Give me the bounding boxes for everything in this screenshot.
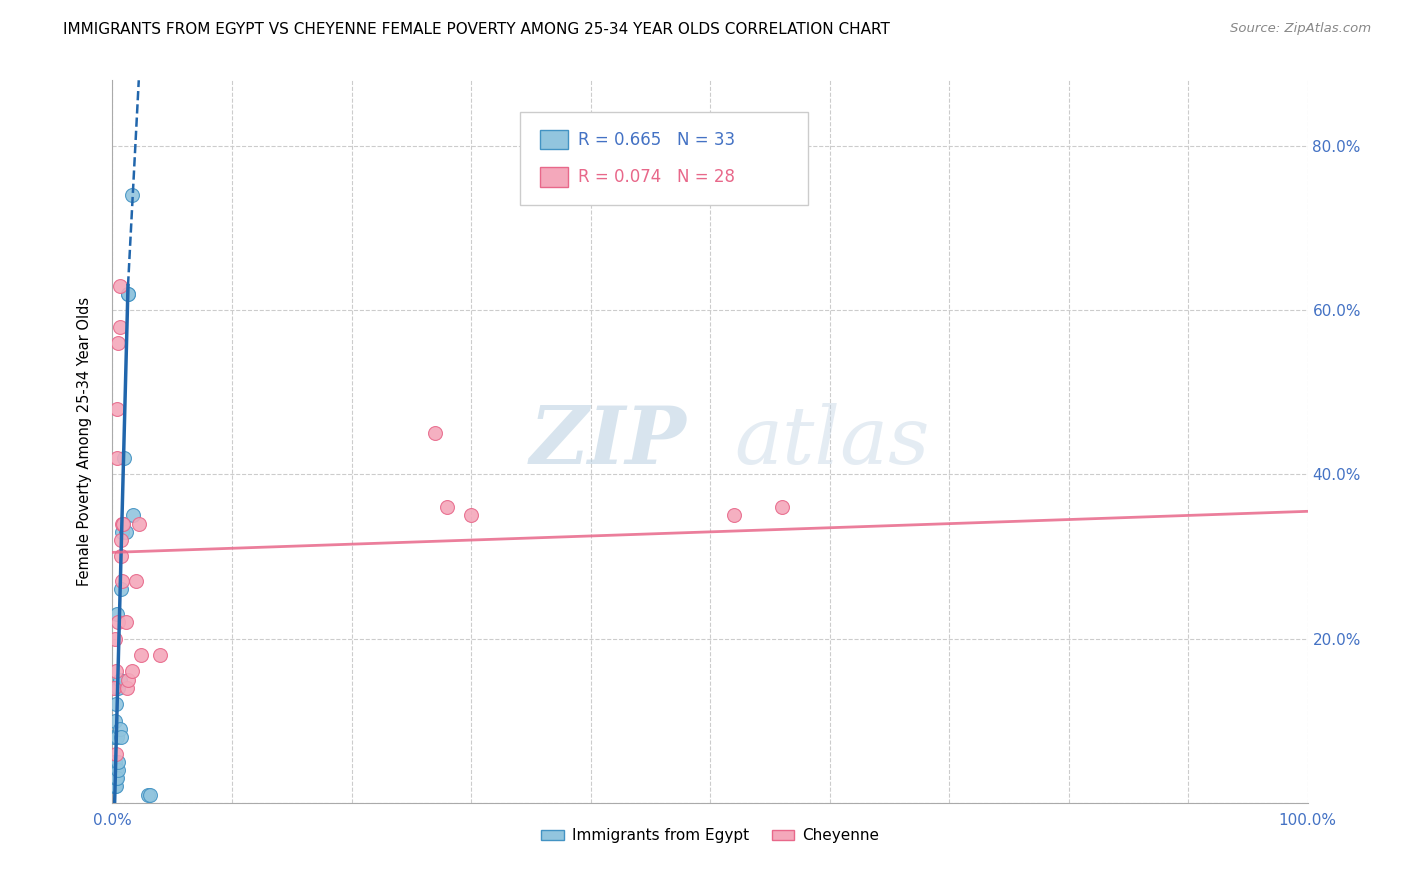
Point: [107, 755, 129, 769]
Y-axis label: Female Poverty Among 25-34 Year Olds: Female Poverty Among 25-34 Year Olds: [77, 297, 91, 586]
Text: ZIP: ZIP: [529, 403, 686, 480]
Point: [104, 730, 127, 744]
Point: [138, 788, 160, 802]
Point: [108, 278, 131, 293]
Point: [105, 771, 128, 785]
Point: [107, 763, 129, 777]
Point: [105, 698, 128, 712]
Text: atlas: atlas: [734, 403, 929, 480]
Point: [110, 549, 132, 564]
Point: [121, 508, 143, 523]
Point: [117, 286, 139, 301]
Point: [108, 722, 131, 736]
Text: Source: ZipAtlas.com: Source: ZipAtlas.com: [1230, 22, 1371, 36]
Point: [108, 673, 131, 687]
Point: [105, 665, 128, 679]
Point: [128, 516, 150, 531]
Point: [107, 681, 129, 695]
Point: [104, 780, 127, 794]
Point: [110, 533, 132, 547]
Point: [104, 632, 127, 646]
Point: [117, 673, 139, 687]
Point: [103, 755, 125, 769]
Point: [107, 615, 129, 630]
Point: [138, 788, 160, 802]
Point: [111, 574, 134, 588]
Point: [105, 450, 128, 465]
Point: [103, 681, 125, 695]
Point: [105, 607, 128, 621]
Text: R = 0.665   N = 33: R = 0.665 N = 33: [578, 131, 735, 149]
Text: R = 0.074   N = 28: R = 0.074 N = 28: [578, 168, 735, 186]
Point: [723, 508, 745, 523]
Point: [121, 665, 143, 679]
Point: [105, 401, 128, 416]
Point: [105, 780, 128, 794]
Point: [103, 780, 125, 794]
Point: [114, 615, 136, 630]
Point: [105, 771, 128, 785]
Point: [104, 771, 127, 785]
Point: [111, 516, 134, 531]
Point: [149, 648, 172, 662]
Point: [111, 524, 134, 539]
Point: [105, 763, 128, 777]
Point: [129, 648, 152, 662]
Point: [112, 516, 135, 531]
Point: [425, 426, 447, 441]
Point: [105, 747, 128, 761]
Point: [104, 755, 127, 769]
Point: [770, 500, 793, 515]
Point: [112, 516, 135, 531]
Point: [460, 508, 482, 523]
Point: [103, 763, 125, 777]
Point: [436, 500, 458, 515]
Point: [115, 681, 138, 695]
Point: [110, 582, 132, 597]
Legend: Immigrants from Egypt, Cheyenne: Immigrants from Egypt, Cheyenne: [534, 822, 886, 849]
Point: [121, 188, 143, 202]
Point: [117, 286, 139, 301]
Point: [104, 714, 127, 728]
Point: [107, 336, 129, 351]
Point: [105, 730, 128, 744]
Point: [114, 450, 135, 465]
Point: [110, 730, 132, 744]
Point: [114, 524, 136, 539]
Point: [103, 730, 125, 744]
Point: [108, 319, 131, 334]
Point: [125, 574, 148, 588]
Text: IMMIGRANTS FROM EGYPT VS CHEYENNE FEMALE POVERTY AMONG 25-34 YEAR OLDS CORRELATI: IMMIGRANTS FROM EGYPT VS CHEYENNE FEMALE…: [63, 22, 890, 37]
